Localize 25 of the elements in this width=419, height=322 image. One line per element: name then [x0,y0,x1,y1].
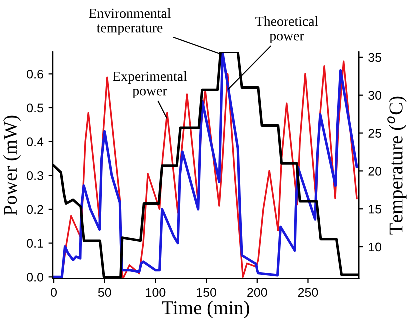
y-tick-label: 0.5 [27,104,44,113]
y2-axis-title: Temperature ($^{o}$C) [388,96,407,235]
annotation: Environmental temperature [89,8,171,36]
y2-tick-label: 35 [368,53,382,62]
y-tick-label: 0.2 [27,205,44,214]
annotation: Theoretical power [256,16,318,44]
x-axis-title: Time (min) [162,300,250,319]
x-tick-label: 200 [248,288,268,298]
y2-tick-label: 15 [369,205,382,214]
x-tick-label: 100 [146,288,166,298]
x-tick-label: 150 [197,288,216,298]
y-tick-label: 0.6 [27,70,44,79]
y-tick-label: 0.3 [27,171,44,180]
y-axis-title: Power (mW) [3,116,22,216]
y2-tick-label: 25 [368,129,382,138]
x-tick-label: 0 [51,288,58,298]
y-tick-label: 0.1 [27,239,44,248]
x-tick-label: 250 [298,288,318,298]
y2-tick-label: 10 [369,242,382,252]
y2-tick-label: 30 [368,91,382,100]
annotation: Experimental power [112,71,188,99]
y2-tick-label: 20 [368,166,382,176]
y-tick-label: 0.0 [27,272,44,282]
y-tick-label: 0.4 [27,138,44,146]
x-tick-label: 50 [98,288,112,298]
